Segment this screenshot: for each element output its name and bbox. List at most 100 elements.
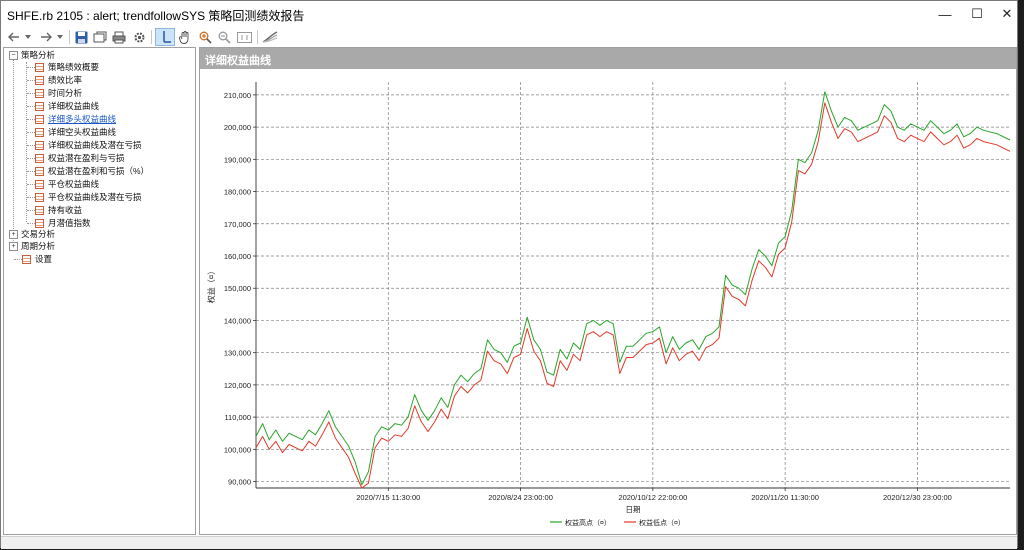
chart-page-icon <box>35 179 44 189</box>
y-tick-label: 90,000 <box>228 478 251 487</box>
tree-item-label: 详细权益曲线 <box>48 101 100 111</box>
y-tick-label: 200,000 <box>224 123 251 132</box>
expand-icon[interactable]: + <box>9 241 18 251</box>
x-tick-label: 2020/10/12 22:00:00 <box>618 493 687 502</box>
tree-item-performance-ratios[interactable]: 绩效比率 <box>35 74 82 86</box>
zoom-out-icon[interactable] <box>216 28 232 46</box>
y-tick-label: 150,000 <box>224 284 251 293</box>
y-tick-label: 190,000 <box>224 155 251 164</box>
tree-item-label: 详细空头权益曲线 <box>48 127 117 137</box>
chart-page-icon <box>35 166 44 176</box>
y-tick-label: 110,000 <box>224 413 251 422</box>
toolbar <box>1 27 1017 47</box>
navigation-tree: − 策略分析 策略绩效概要 绩效比率 时间分析 详细权益曲线 详细多头权益曲线 <box>3 47 196 535</box>
toolbar-separator <box>257 30 258 44</box>
y-tick-label: 180,000 <box>224 188 251 197</box>
settings-icon[interactable] <box>131 28 147 46</box>
tree-item-time-analysis[interactable]: 时间分析 <box>35 87 82 99</box>
collapse-icon[interactable]: − <box>9 50 18 60</box>
tree-item-label: 平仓权益曲线及潜在亏损 <box>48 192 142 202</box>
close-button[interactable]: ✕ <box>1001 6 1013 21</box>
tree-item-strategy-summary[interactable]: 策略绩效概要 <box>35 61 99 73</box>
y-tick-label: 160,000 <box>224 252 251 261</box>
tree-item-label: 设置 <box>35 254 53 264</box>
report-page-icon <box>35 75 44 85</box>
save-icon[interactable] <box>73 28 89 46</box>
tree-group-label: 周期分析 <box>21 241 56 251</box>
y-tick-label: 120,000 <box>224 381 251 390</box>
window-title: SHFE.rb 2105 : alert; trendfollowSYS 策略回… <box>7 9 305 23</box>
chart-page-icon <box>35 140 44 150</box>
tree-item-long-equity-curve[interactable]: 详细多头权益曲线 <box>35 113 116 125</box>
tree-item-label: 时间分析 <box>48 88 83 98</box>
title-bar: SHFE.rb 2105 : alert; trendfollowSYS 策略回… <box>1 1 1017 27</box>
equity-chart[interactable]: 90,000 100,000 110,000 120,000 130,000 140,00… <box>200 69 1016 535</box>
chart-page-icon <box>35 192 44 202</box>
y-tick-label: 170,000 <box>224 220 251 229</box>
dropdown-icon[interactable] <box>23 28 33 46</box>
hand-icon[interactable] <box>177 28 193 46</box>
tree-item-label: 权益潜在盈利和亏损（%） <box>48 166 150 176</box>
tree-group-period-analysis[interactable]: + 周期分析 <box>9 240 55 252</box>
tree-item-label: 持有收益 <box>48 205 83 215</box>
dropdown-icon[interactable] <box>55 28 65 46</box>
x-tick-label: 2020/11/20 11:30:00 <box>751 493 819 502</box>
tree-item-label: 详细多头权益曲线 <box>48 114 117 124</box>
x-axis-label: 日期 <box>626 505 641 514</box>
back-arrow-icon[interactable] <box>7 28 21 46</box>
tree-group-label: 策略分析 <box>21 50 56 60</box>
tree-item-label: 策略绩效概要 <box>48 62 100 72</box>
tree-item-label: 权益潜在盈利与亏损 <box>48 153 125 163</box>
tree-item-label: 月潜值指数 <box>48 218 91 228</box>
tree-guide-line <box>13 59 14 247</box>
tree-item-short-equity-curve[interactable]: 详细空头权益曲线 <box>35 126 116 138</box>
export-icon[interactable] <box>92 28 108 46</box>
report-page-icon <box>35 218 44 228</box>
chart-style-icon[interactable] <box>261 28 279 46</box>
tree-item-potential-profit-loss-pct[interactable]: 权益潜在盈利和亏损（%） <box>35 165 149 177</box>
tree-group-trade-analysis[interactable]: + 交易分析 <box>9 228 55 240</box>
x-tick-label: 2020/7/15 11:30:00 <box>356 493 420 502</box>
chart-page-icon <box>35 127 44 137</box>
minimize-button[interactable]: — <box>938 6 952 22</box>
tree-item-monthly-index[interactable]: 月潜值指数 <box>35 217 91 229</box>
fit-icon[interactable] <box>235 28 253 46</box>
x-tick-label: 2020/8/24 23:00:00 <box>488 493 553 502</box>
chart-page-icon <box>35 153 44 163</box>
toolbar-separator <box>151 30 152 44</box>
tree-item-settings[interactable]: 设置 <box>22 253 52 265</box>
crosshair-icon[interactable] <box>155 28 175 46</box>
y-tick-label: 130,000 <box>224 349 251 358</box>
tree-item-equity-curve-drawdown[interactable]: 详细权益曲线及潜在亏损 <box>35 139 142 151</box>
tree-guide-line <box>26 62 27 222</box>
y-tick-label: 140,000 <box>224 316 251 325</box>
tree-group-strategy-analysis[interactable]: − 策略分析 <box>9 49 55 61</box>
tree-item-label: 平仓权益曲线 <box>48 179 100 189</box>
print-icon[interactable] <box>111 28 127 46</box>
tree-item-label: 详细权益曲线及潜在亏损 <box>48 140 142 150</box>
chart-page-icon <box>35 114 44 124</box>
forward-arrow-icon[interactable] <box>39 28 53 46</box>
tree-group-label: 交易分析 <box>21 229 56 239</box>
panel-title: 详细权益曲线 <box>205 55 271 67</box>
legend-label: 权益低点（¤） <box>639 518 685 527</box>
expand-icon[interactable]: + <box>9 229 18 239</box>
y-tick-label: 210,000 <box>224 91 251 100</box>
chart-panel: 详细权益曲线 90,000 100,000 110,000 120,000 130,00… <box>199 47 1017 535</box>
status-bar <box>1 536 1017 549</box>
tree-item-label: 绩效比率 <box>48 75 83 85</box>
series-line-equity-high <box>255 91 1011 486</box>
tree-item-potential-profit-loss[interactable]: 权益潜在盈利与亏损 <box>35 152 125 164</box>
chart-page-icon <box>35 101 44 111</box>
legend-label: 权益高点（¤） <box>565 518 611 527</box>
tree-item-equity-curve[interactable]: 详细权益曲线 <box>35 100 99 112</box>
report-page-icon <box>35 205 44 215</box>
settings-page-icon <box>22 254 31 264</box>
zoom-in-icon[interactable] <box>197 28 213 46</box>
tree-item-closed-equity-curve[interactable]: 平仓权益曲线 <box>35 178 99 190</box>
maximize-button[interactable]: ☐ <box>971 6 983 21</box>
report-page-icon <box>35 62 44 72</box>
tree-item-closed-equity-drawdown[interactable]: 平仓权益曲线及潜在亏损 <box>35 191 142 203</box>
tree-item-holding-return[interactable]: 持有收益 <box>35 204 82 216</box>
